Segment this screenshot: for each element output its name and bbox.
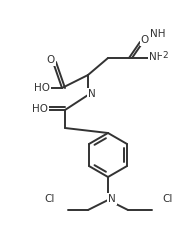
Text: Cl: Cl [163, 194, 173, 204]
Text: 2: 2 [162, 50, 168, 60]
Text: Cl: Cl [45, 194, 55, 204]
Text: NH: NH [149, 52, 165, 62]
Text: HO: HO [32, 104, 48, 114]
Text: N: N [108, 194, 116, 204]
Text: O: O [47, 55, 55, 65]
Text: N: N [88, 89, 96, 99]
Text: NH: NH [150, 29, 166, 39]
Text: O: O [141, 35, 149, 45]
Text: HO: HO [34, 83, 50, 93]
